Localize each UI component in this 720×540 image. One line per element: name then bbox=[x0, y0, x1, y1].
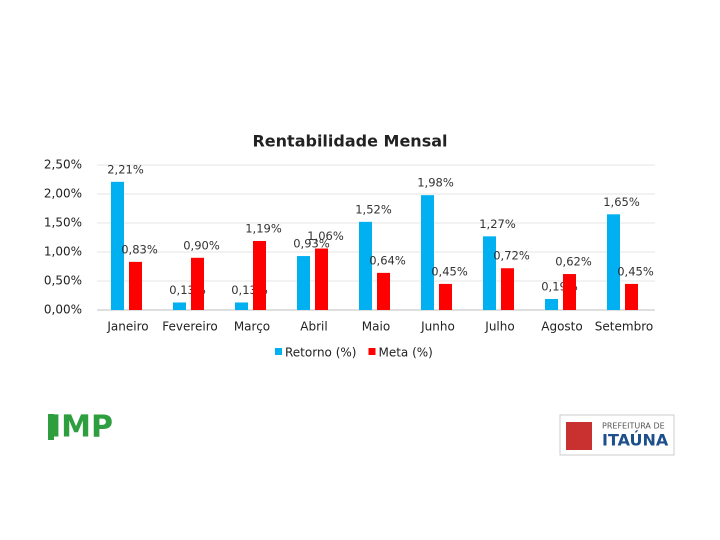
logo-text: ITAÚNA bbox=[602, 431, 669, 450]
y-tick-label: 2,50% bbox=[44, 158, 82, 172]
bar bbox=[297, 256, 310, 310]
y-tick-label: 1,00% bbox=[44, 245, 82, 259]
bar bbox=[359, 221, 372, 310]
logo-text: PREFEITURA DE bbox=[602, 422, 665, 431]
value-label: 1,27% bbox=[479, 217, 516, 231]
bar bbox=[111, 181, 124, 310]
logo-right: PREFEITURA DE ITAÚNA bbox=[559, 414, 675, 456]
logo-left: IMP bbox=[48, 410, 113, 445]
logo-shape bbox=[48, 414, 54, 440]
value-label: 0,93% bbox=[293, 237, 330, 251]
x-tick-label: Abril bbox=[300, 320, 327, 334]
value-label: 0,45% bbox=[431, 264, 468, 278]
legend-label: Retorno (%) bbox=[285, 346, 356, 360]
legend-label: Meta (%) bbox=[378, 346, 432, 360]
x-tick-label: Setembro bbox=[595, 320, 653, 334]
value-label: 1,98% bbox=[417, 176, 454, 190]
value-label: 1,06% bbox=[307, 229, 344, 243]
bar bbox=[607, 214, 620, 310]
value-label: 0,83% bbox=[121, 242, 158, 256]
x-tick-label: Junho bbox=[420, 320, 455, 334]
value-label: 0,62% bbox=[555, 255, 592, 269]
bar bbox=[377, 272, 390, 310]
y-tick-label: 1,50% bbox=[44, 216, 82, 230]
value-label: 0,90% bbox=[183, 238, 220, 252]
x-tick-label: Agosto bbox=[541, 320, 582, 334]
bar bbox=[545, 298, 558, 310]
x-tick-label: Maio bbox=[362, 320, 390, 334]
value-label: 1,52% bbox=[355, 202, 392, 216]
value-label: 1,65% bbox=[603, 195, 640, 209]
y-tick-label: 2,00% bbox=[44, 187, 82, 201]
bar bbox=[191, 257, 204, 310]
bar bbox=[439, 283, 452, 310]
value-label: 0,72% bbox=[493, 249, 530, 263]
bar bbox=[625, 283, 638, 310]
bar bbox=[563, 274, 576, 310]
logo-crest bbox=[566, 422, 592, 450]
bar bbox=[253, 240, 266, 310]
bar bbox=[235, 302, 248, 310]
bar bbox=[501, 268, 514, 310]
x-tick-label: Julho bbox=[484, 320, 514, 334]
bar bbox=[421, 195, 434, 310]
chart-title: Rentabilidade Mensal bbox=[252, 132, 447, 151]
x-tick-label: Fevereiro bbox=[162, 320, 218, 334]
value-label: 2,21% bbox=[107, 162, 144, 176]
x-tick-label: Janeiro bbox=[106, 320, 148, 334]
bar bbox=[173, 302, 186, 310]
value-label: 1,19% bbox=[245, 221, 282, 235]
bar bbox=[483, 236, 496, 310]
logo-text: IMP bbox=[50, 410, 113, 445]
value-label: 0,64% bbox=[369, 253, 406, 267]
bar bbox=[315, 248, 328, 310]
value-label: 0,45% bbox=[617, 264, 654, 278]
x-tick-label: Março bbox=[234, 320, 270, 334]
legend-swatch bbox=[275, 348, 282, 355]
bar bbox=[129, 261, 142, 310]
y-tick-label: 0,50% bbox=[44, 274, 82, 288]
y-tick-label: 0,00% bbox=[44, 303, 82, 317]
legend-swatch bbox=[368, 348, 376, 355]
